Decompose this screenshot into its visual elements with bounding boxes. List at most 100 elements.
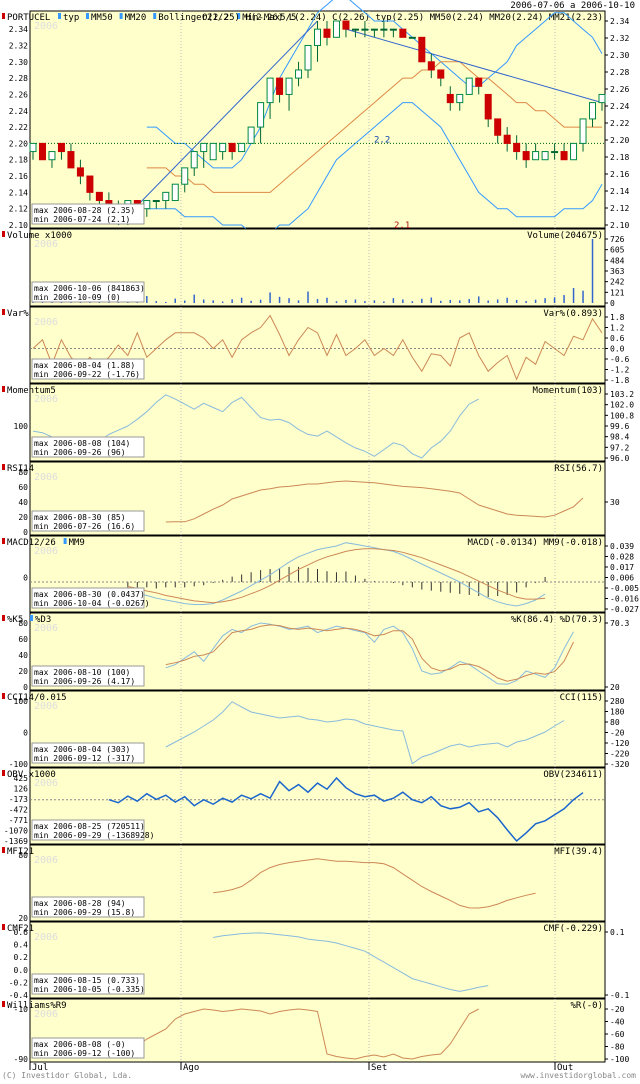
- y-tick-label: 2.24: [610, 102, 629, 111]
- y-tick-label: 102.0: [610, 401, 634, 410]
- legend-swatch: [2, 13, 5, 19]
- legend-entry: Var%: [7, 309, 29, 319]
- stats-line: min 2006-07-24 (2.1): [34, 215, 130, 224]
- candle-body: [351, 28, 359, 31]
- y-tick-label: 1.8: [610, 313, 625, 322]
- y-tick-label-left: 40: [18, 651, 28, 660]
- watermark: 2006: [34, 855, 58, 866]
- candle-body: [589, 102, 597, 120]
- y-tick-label-left: 80: [18, 468, 28, 477]
- candle-body: [285, 77, 293, 95]
- mfi-line: [213, 858, 536, 909]
- y-tick-label: 97.2: [610, 443, 629, 452]
- legend-right: RSI(56.7): [554, 464, 603, 474]
- y-tick-label-left: 100: [14, 422, 29, 431]
- y-tick-label-left: 80: [18, 619, 28, 628]
- stats-box: [31, 358, 145, 380]
- var-line: [32, 314, 603, 381]
- candle-body: [171, 183, 179, 202]
- y-tick-label-left: 126: [14, 785, 29, 794]
- legend-entry: OBV x1000: [7, 770, 56, 780]
- y-tick-label: 180: [610, 708, 625, 717]
- annotation-label: 2.2: [374, 135, 390, 145]
- y-tick-label: -80: [610, 1043, 625, 1052]
- trend-line: [345, 28, 603, 104]
- y-tick-label: 0.1: [610, 928, 625, 937]
- y-tick-label: 20: [610, 683, 620, 692]
- price-tick-label: 2.26: [9, 90, 28, 99]
- y-tick-label-left: -10: [14, 1005, 29, 1014]
- y-tick-label: -320: [610, 760, 629, 769]
- macd-line: [127, 542, 546, 607]
- legend-entry: typ: [63, 13, 79, 23]
- y-tick-label: -220: [610, 750, 629, 759]
- y-tick-label: 2.30: [610, 51, 629, 60]
- stats-box: [31, 203, 145, 225]
- stats-box: [31, 973, 145, 995]
- candle-body: [342, 20, 350, 30]
- candle-body: [247, 126, 255, 144]
- legend-swatch: [2, 464, 5, 470]
- candle-body: [48, 151, 56, 161]
- y-tick-label: -60: [610, 1030, 625, 1039]
- candle-body: [29, 142, 37, 153]
- legend-entry: Bollinger21/2: [158, 13, 228, 23]
- candle-body: [541, 151, 549, 161]
- y-tick-label: -100: [610, 1055, 629, 1064]
- legend-entry: MM50: [91, 13, 113, 23]
- watermark: 2006: [34, 932, 58, 943]
- momentum-line: [32, 394, 479, 459]
- stats-line: max 2006-08-30 (0.0437): [34, 590, 145, 599]
- y-tick-label: 2.22: [610, 119, 629, 128]
- legend-right: CCI(115): [560, 693, 603, 703]
- legend-swatch: [63, 538, 67, 544]
- stats-box: [31, 896, 145, 918]
- y-tick-label: 2.28: [610, 68, 629, 77]
- price-tick-label: 2.12: [9, 205, 28, 214]
- stats-line: max 2006-08-30 (85): [34, 513, 126, 522]
- candle-body: [427, 61, 435, 71]
- stats-line: min 2006-10-05 (-0.335): [34, 985, 145, 994]
- legend-entry: %D3: [35, 615, 51, 625]
- candle-body: [276, 77, 284, 95]
- legend-swatch: [2, 693, 5, 699]
- stats-line: min 2006-09-12 (-100): [34, 1049, 135, 1058]
- legend-right: MFI(39.4): [554, 847, 603, 857]
- watermark: 2006: [34, 239, 58, 250]
- y-tick-label-left: -173: [9, 795, 28, 804]
- stats-line: max 2006-08-28 (94): [34, 899, 126, 908]
- price-tick-label: 2.16: [9, 172, 28, 181]
- y-tick-label: -0.005: [610, 584, 639, 593]
- legend-right: OBV(234611): [543, 770, 603, 780]
- x-axis-label: Ago: [183, 1063, 199, 1073]
- candle-body: [522, 151, 530, 161]
- y-tick-label-left: 0: [23, 683, 28, 692]
- candle-body: [560, 151, 568, 161]
- candle-body: [304, 44, 312, 71]
- legend-entry: MM9: [69, 538, 85, 548]
- candle-body: [370, 28, 378, 31]
- y-tick-label: 70.3: [610, 619, 629, 628]
- y-tick-label: 0.0: [610, 345, 625, 354]
- candle-body: [38, 142, 46, 161]
- legend-swatch: [58, 13, 61, 19]
- legend-entry: MACD12/26: [7, 538, 56, 548]
- y-tick-label-left: 80: [18, 851, 28, 860]
- legend-right: Var%(0.893): [543, 309, 603, 319]
- y-tick-label-left: -90: [14, 1055, 29, 1064]
- candle-body: [494, 118, 502, 136]
- y-tick-label-left: -100: [9, 760, 28, 769]
- price-tick-label: 2.28: [9, 74, 28, 83]
- candle-body: [295, 69, 303, 79]
- candle-body: [551, 151, 559, 154]
- y-tick-label: -0.1: [610, 991, 629, 1000]
- y-tick-label: 242: [610, 278, 625, 287]
- stats-line: min 2006-09-12 (-317): [34, 754, 135, 763]
- y-tick-label: 99.6: [610, 422, 629, 431]
- y-tick-label-left: -472: [9, 806, 28, 815]
- candle-body: [86, 175, 94, 193]
- legend-entry: Volume x1000: [7, 231, 72, 241]
- candle-body: [190, 151, 198, 169]
- x-axis-label: Set: [371, 1063, 387, 1073]
